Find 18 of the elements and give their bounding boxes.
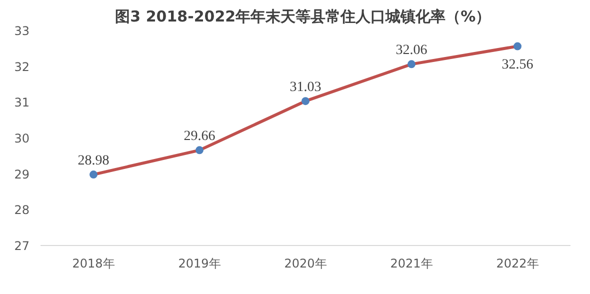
y-tick-label: 28 [14, 203, 30, 218]
x-tick-label: 2018年 [72, 256, 115, 270]
y-tick-label: 30 [14, 132, 30, 146]
data-label: 31.03 [290, 80, 322, 96]
y-tick-label: 32 [14, 60, 30, 74]
data-label: 29.66 [184, 129, 216, 144]
y-tick-label: 31 [14, 96, 30, 110]
data-label: 32.56 [502, 57, 534, 72]
x-tick-label: 2019年 [178, 256, 221, 270]
chart-title: 图3 2018-2022年年末天等县常住人口城镇化率（%） [115, 8, 491, 26]
x-tick-label: 2020年 [284, 256, 327, 270]
x-tick-label: 2022年 [496, 256, 539, 270]
y-tick-label: 33 [14, 24, 30, 38]
x-tick-label: 2021年 [390, 256, 433, 270]
y-tick-label: 29 [14, 167, 30, 182]
y-tick-label: 27 [14, 239, 30, 253]
data-label: 32.06 [396, 43, 428, 58]
data-label: 28.98 [78, 154, 110, 169]
